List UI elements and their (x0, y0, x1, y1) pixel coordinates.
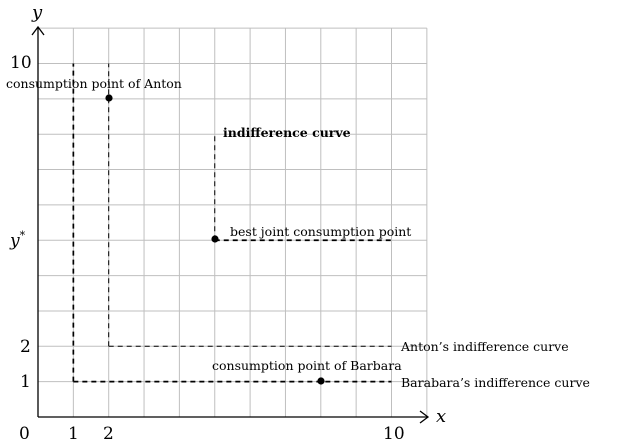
y-tick-2: 2 (20, 337, 31, 357)
barbara-point-marker (317, 377, 325, 385)
y-axis-arrowhead (31, 25, 45, 36)
x-tick-2: 2 (103, 424, 114, 444)
x-axis-arrowhead (419, 410, 430, 424)
barbara-curve-label: Barabara’s indifference curve (401, 375, 590, 390)
y-axis-name: y (31, 2, 43, 23)
grid (38, 27, 428, 417)
x-tick-10: 10 (383, 424, 405, 444)
y-star-label: y* (9, 229, 26, 251)
y-tick-1: 1 (20, 372, 31, 392)
x-axis-name: x (436, 406, 446, 427)
anton-point-label: consumption point of Anton (6, 76, 182, 91)
anton-point-marker (105, 94, 113, 102)
x-tick-1: 1 (68, 424, 79, 444)
indifference-curve-label: indifference curve (223, 125, 351, 140)
indifference-curves (72, 63, 392, 383)
y-tick-10: 10 (10, 53, 32, 73)
best-joint-point-label: best joint consumption point (230, 224, 411, 239)
best-joint-point-marker (211, 235, 219, 243)
barbara-point-label: consumption point of Barbara (212, 358, 402, 373)
anton-curve-label: Anton’s indifference curve (400, 339, 569, 354)
origin-label: 0 (19, 424, 30, 444)
